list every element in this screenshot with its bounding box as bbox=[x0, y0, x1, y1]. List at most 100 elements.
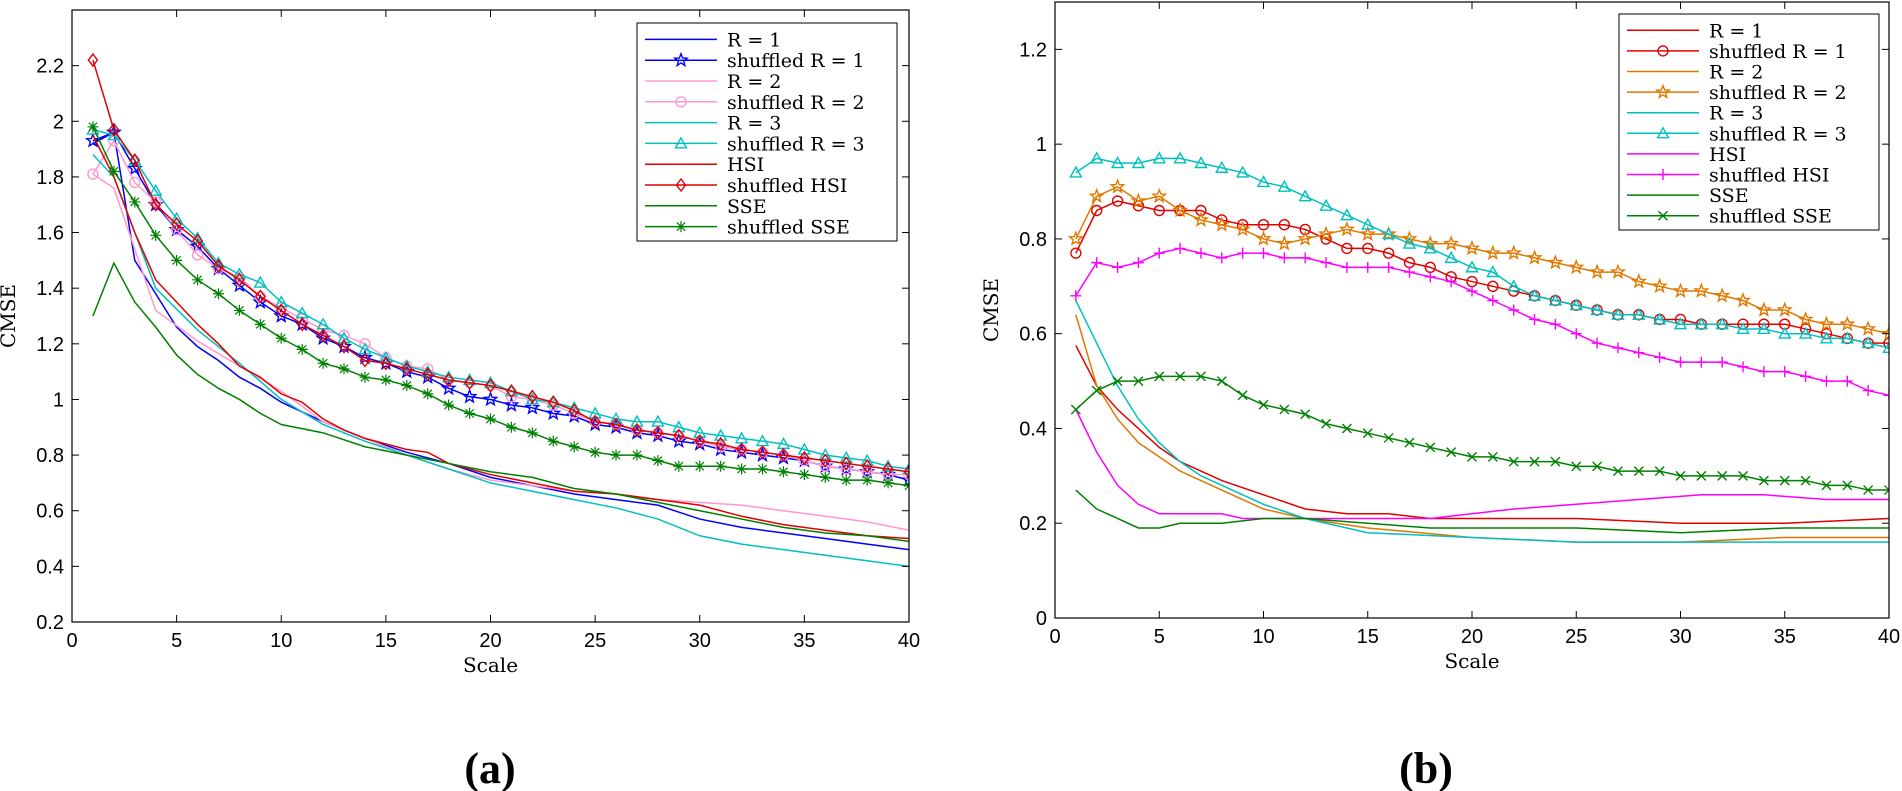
x-tick-label: 25 bbox=[1565, 626, 1587, 648]
legend-label: SSE bbox=[727, 196, 767, 218]
data-point bbox=[1110, 156, 1125, 169]
data-point bbox=[1381, 227, 1396, 240]
data-point bbox=[1112, 261, 1124, 273]
data-point bbox=[108, 122, 120, 137]
data-point bbox=[839, 450, 853, 463]
data-point bbox=[840, 456, 852, 471]
series-line bbox=[1075, 409, 1889, 520]
legend-marker bbox=[674, 136, 688, 149]
data-point bbox=[1508, 456, 1519, 467]
x-tick-label: 25 bbox=[584, 630, 606, 652]
series-3 bbox=[92, 173, 909, 531]
data-point bbox=[1654, 351, 1666, 363]
data-point bbox=[840, 474, 852, 486]
legend-item: shuffled R = 1 bbox=[1627, 41, 1847, 63]
data-point bbox=[1192, 211, 1210, 227]
data-point bbox=[1132, 257, 1144, 269]
data-point bbox=[337, 331, 351, 344]
legend-item: R = 1 bbox=[645, 29, 781, 51]
data-point bbox=[1317, 225, 1335, 242]
data-point bbox=[1216, 376, 1227, 387]
data-point bbox=[1341, 423, 1352, 434]
data-point bbox=[1424, 271, 1436, 283]
series-line bbox=[92, 131, 909, 481]
data-point bbox=[1717, 470, 1728, 481]
data-point bbox=[819, 453, 831, 468]
legend-item: shuffled R = 3 bbox=[645, 133, 865, 155]
data-point bbox=[1362, 242, 1374, 255]
data-point bbox=[882, 461, 894, 477]
data-point bbox=[1467, 451, 1477, 462]
data-point bbox=[526, 427, 538, 439]
series-line bbox=[1075, 489, 1889, 534]
data-point bbox=[1755, 301, 1772, 317]
data-point bbox=[861, 474, 873, 486]
y-axis-label: CMSE bbox=[979, 278, 1003, 342]
x-tick-label: 0 bbox=[66, 630, 77, 652]
series-line bbox=[92, 126, 909, 487]
data-point bbox=[233, 304, 245, 316]
data-point bbox=[169, 211, 184, 224]
data-point bbox=[464, 407, 476, 419]
data-point bbox=[1443, 235, 1460, 251]
data-point bbox=[213, 258, 224, 274]
series-10 bbox=[1070, 371, 1889, 496]
data-point bbox=[1820, 375, 1832, 387]
data-point bbox=[422, 367, 434, 382]
data-point bbox=[1821, 480, 1832, 491]
data-point bbox=[1778, 326, 1792, 339]
x-axis-label: Scale bbox=[463, 653, 518, 677]
data-point bbox=[317, 328, 329, 343]
series-line bbox=[92, 154, 909, 568]
data-point bbox=[1258, 399, 1269, 410]
y-tick-label: 1.4 bbox=[36, 278, 64, 300]
data-point bbox=[1883, 337, 1889, 349]
data-point bbox=[819, 471, 831, 483]
data-point bbox=[757, 463, 769, 475]
data-point bbox=[1235, 165, 1250, 178]
data-point bbox=[1550, 456, 1561, 467]
data-point bbox=[1091, 385, 1102, 396]
data-point bbox=[1612, 466, 1623, 477]
data-point bbox=[715, 460, 727, 472]
series-line bbox=[92, 128, 909, 470]
data-point bbox=[1090, 204, 1103, 217]
x-tick-label: 20 bbox=[479, 630, 501, 652]
data-point bbox=[673, 460, 685, 472]
y-tick-label: 0.2 bbox=[1019, 513, 1047, 535]
data-point bbox=[1130, 192, 1147, 208]
data-point bbox=[212, 288, 224, 300]
data-point bbox=[150, 197, 162, 212]
data-point bbox=[1383, 261, 1395, 273]
data-point bbox=[1403, 266, 1415, 278]
data-point bbox=[672, 420, 686, 433]
data-point bbox=[1738, 470, 1749, 481]
series-line bbox=[1075, 185, 1889, 335]
legend-label: HSI bbox=[1709, 144, 1746, 166]
data-point bbox=[1486, 265, 1500, 278]
data-point bbox=[589, 414, 601, 429]
data-point bbox=[1547, 254, 1564, 270]
series-line bbox=[1075, 200, 1889, 344]
data-point bbox=[1234, 220, 1251, 237]
y-tick-label: 1.2 bbox=[36, 334, 64, 356]
data-point bbox=[1402, 236, 1417, 249]
legend-item: R = 2 bbox=[645, 71, 781, 93]
data-point bbox=[1278, 219, 1291, 231]
series-line bbox=[92, 173, 909, 531]
data-point bbox=[736, 442, 747, 457]
series-line bbox=[1075, 375, 1889, 491]
legend-label: R = 1 bbox=[1709, 20, 1763, 42]
legend-label: shuffled R = 1 bbox=[1709, 41, 1847, 63]
data-point bbox=[254, 318, 266, 330]
data-point bbox=[1423, 241, 1437, 254]
x-tick-label: 15 bbox=[1357, 626, 1379, 648]
data-point bbox=[1800, 370, 1812, 382]
data-point bbox=[1571, 461, 1582, 472]
data-point bbox=[545, 404, 562, 421]
data-point bbox=[1070, 404, 1081, 415]
x-tick-label: 15 bbox=[375, 630, 397, 652]
data-point bbox=[1425, 442, 1436, 453]
legend-label: shuffled R = 2 bbox=[727, 92, 865, 114]
data-point bbox=[1819, 331, 1834, 344]
